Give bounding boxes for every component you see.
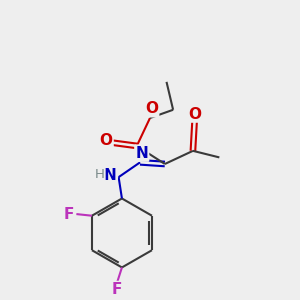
Text: F: F (112, 282, 122, 297)
Text: N: N (135, 146, 148, 160)
Text: F: F (64, 207, 74, 222)
Text: O: O (189, 106, 202, 122)
Text: H: H (94, 168, 104, 181)
Text: N: N (104, 168, 117, 183)
Text: O: O (100, 134, 112, 148)
Text: O: O (145, 101, 158, 116)
